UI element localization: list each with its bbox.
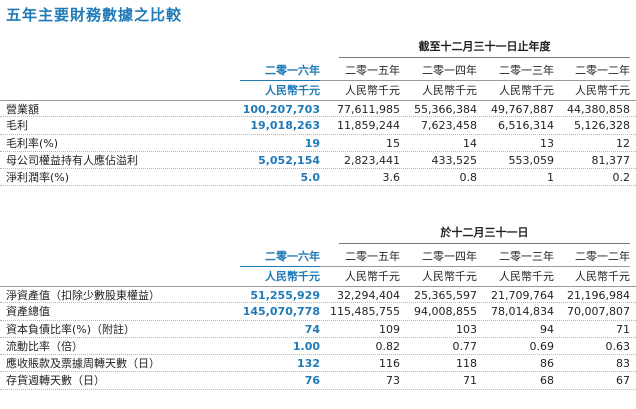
period-heading: 截至十二月三十一日止年度 bbox=[418, 40, 551, 53]
column-headers: 二零一六年 人民幣千元 二零一五年 人民幣千元 二零一四年 人民幣千元 二零一三年 人民… bbox=[0, 247, 636, 285]
balance-table: 淨資產值（扣除少數股東權益） 51,255,929 32,294,404 25,365… bbox=[0, 286, 636, 390]
page-title: 五年主要財務數據之比較 bbox=[6, 6, 183, 24]
period-divider bbox=[339, 243, 630, 244]
column-header-2013: 二零一三年 人民幣千元 bbox=[474, 61, 554, 100]
table-row: 資本負債比率(%)（附註） 74 109 103 94 71 bbox=[0, 321, 636, 338]
column-header-2015: 二零一五年 人民幣千元 bbox=[320, 247, 400, 286]
table-row: 流動比率（倍） 1.00 0.82 0.77 0.69 0.63 bbox=[0, 338, 636, 356]
column-header-2014: 二零一四年 人民幣千元 bbox=[397, 247, 477, 286]
column-header-2016: 二零一六年 人民幣千元 bbox=[240, 247, 320, 286]
period-divider bbox=[339, 57, 630, 58]
table-row: 毛利率(%) 19 15 14 13 12 bbox=[0, 135, 636, 152]
table-row: 母公司權益持有人應佔溢利 5,052,154 2,823,441 433,525 553… bbox=[0, 152, 636, 170]
column-header-2016: 二零一六年 人民幣千元 bbox=[240, 61, 320, 100]
column-headers: 二零一六年 人民幣千元 二零一五年 人民幣千元 二零一四年 人民幣千元 二零一三年 人民… bbox=[0, 61, 636, 99]
results-table: 營業額 100,207,703 77,611,985 55,366,384 49,767… bbox=[0, 100, 636, 187]
column-header-2015: 二零一五年 人民幣千元 bbox=[320, 61, 400, 100]
column-header-2014: 二零一四年 人民幣千元 bbox=[397, 61, 477, 100]
column-header-2013: 二零一三年 人民幣千元 bbox=[474, 247, 554, 286]
table-row: 資產總值 145,070,778 115,485,755 94,008,855 78,0… bbox=[0, 303, 636, 321]
table-row: 存貨週轉天數（日） 76 73 71 68 67 bbox=[0, 372, 636, 390]
table-row: 淨利潤率(%) 5.0 3.6 0.8 1 0.2 bbox=[0, 169, 636, 187]
table-row: 毛利 19,018,263 11,859,244 7,623,458 6,516,314… bbox=[0, 117, 636, 135]
table-row: 淨資產值（扣除少數股東權益） 51,255,929 32,294,404 25,365… bbox=[0, 286, 636, 304]
column-header-2012: 二零一二年 人民幣千元 bbox=[550, 61, 630, 100]
period-heading: 於十二月三十一日 bbox=[440, 226, 529, 239]
table-row: 應收賬款及票據周轉天數（日） 132 116 118 86 83 bbox=[0, 355, 636, 373]
table-row: 營業額 100,207,703 77,611,985 55,366,384 49,767… bbox=[0, 100, 636, 118]
column-header-2012: 二零一二年 人民幣千元 bbox=[550, 247, 630, 286]
